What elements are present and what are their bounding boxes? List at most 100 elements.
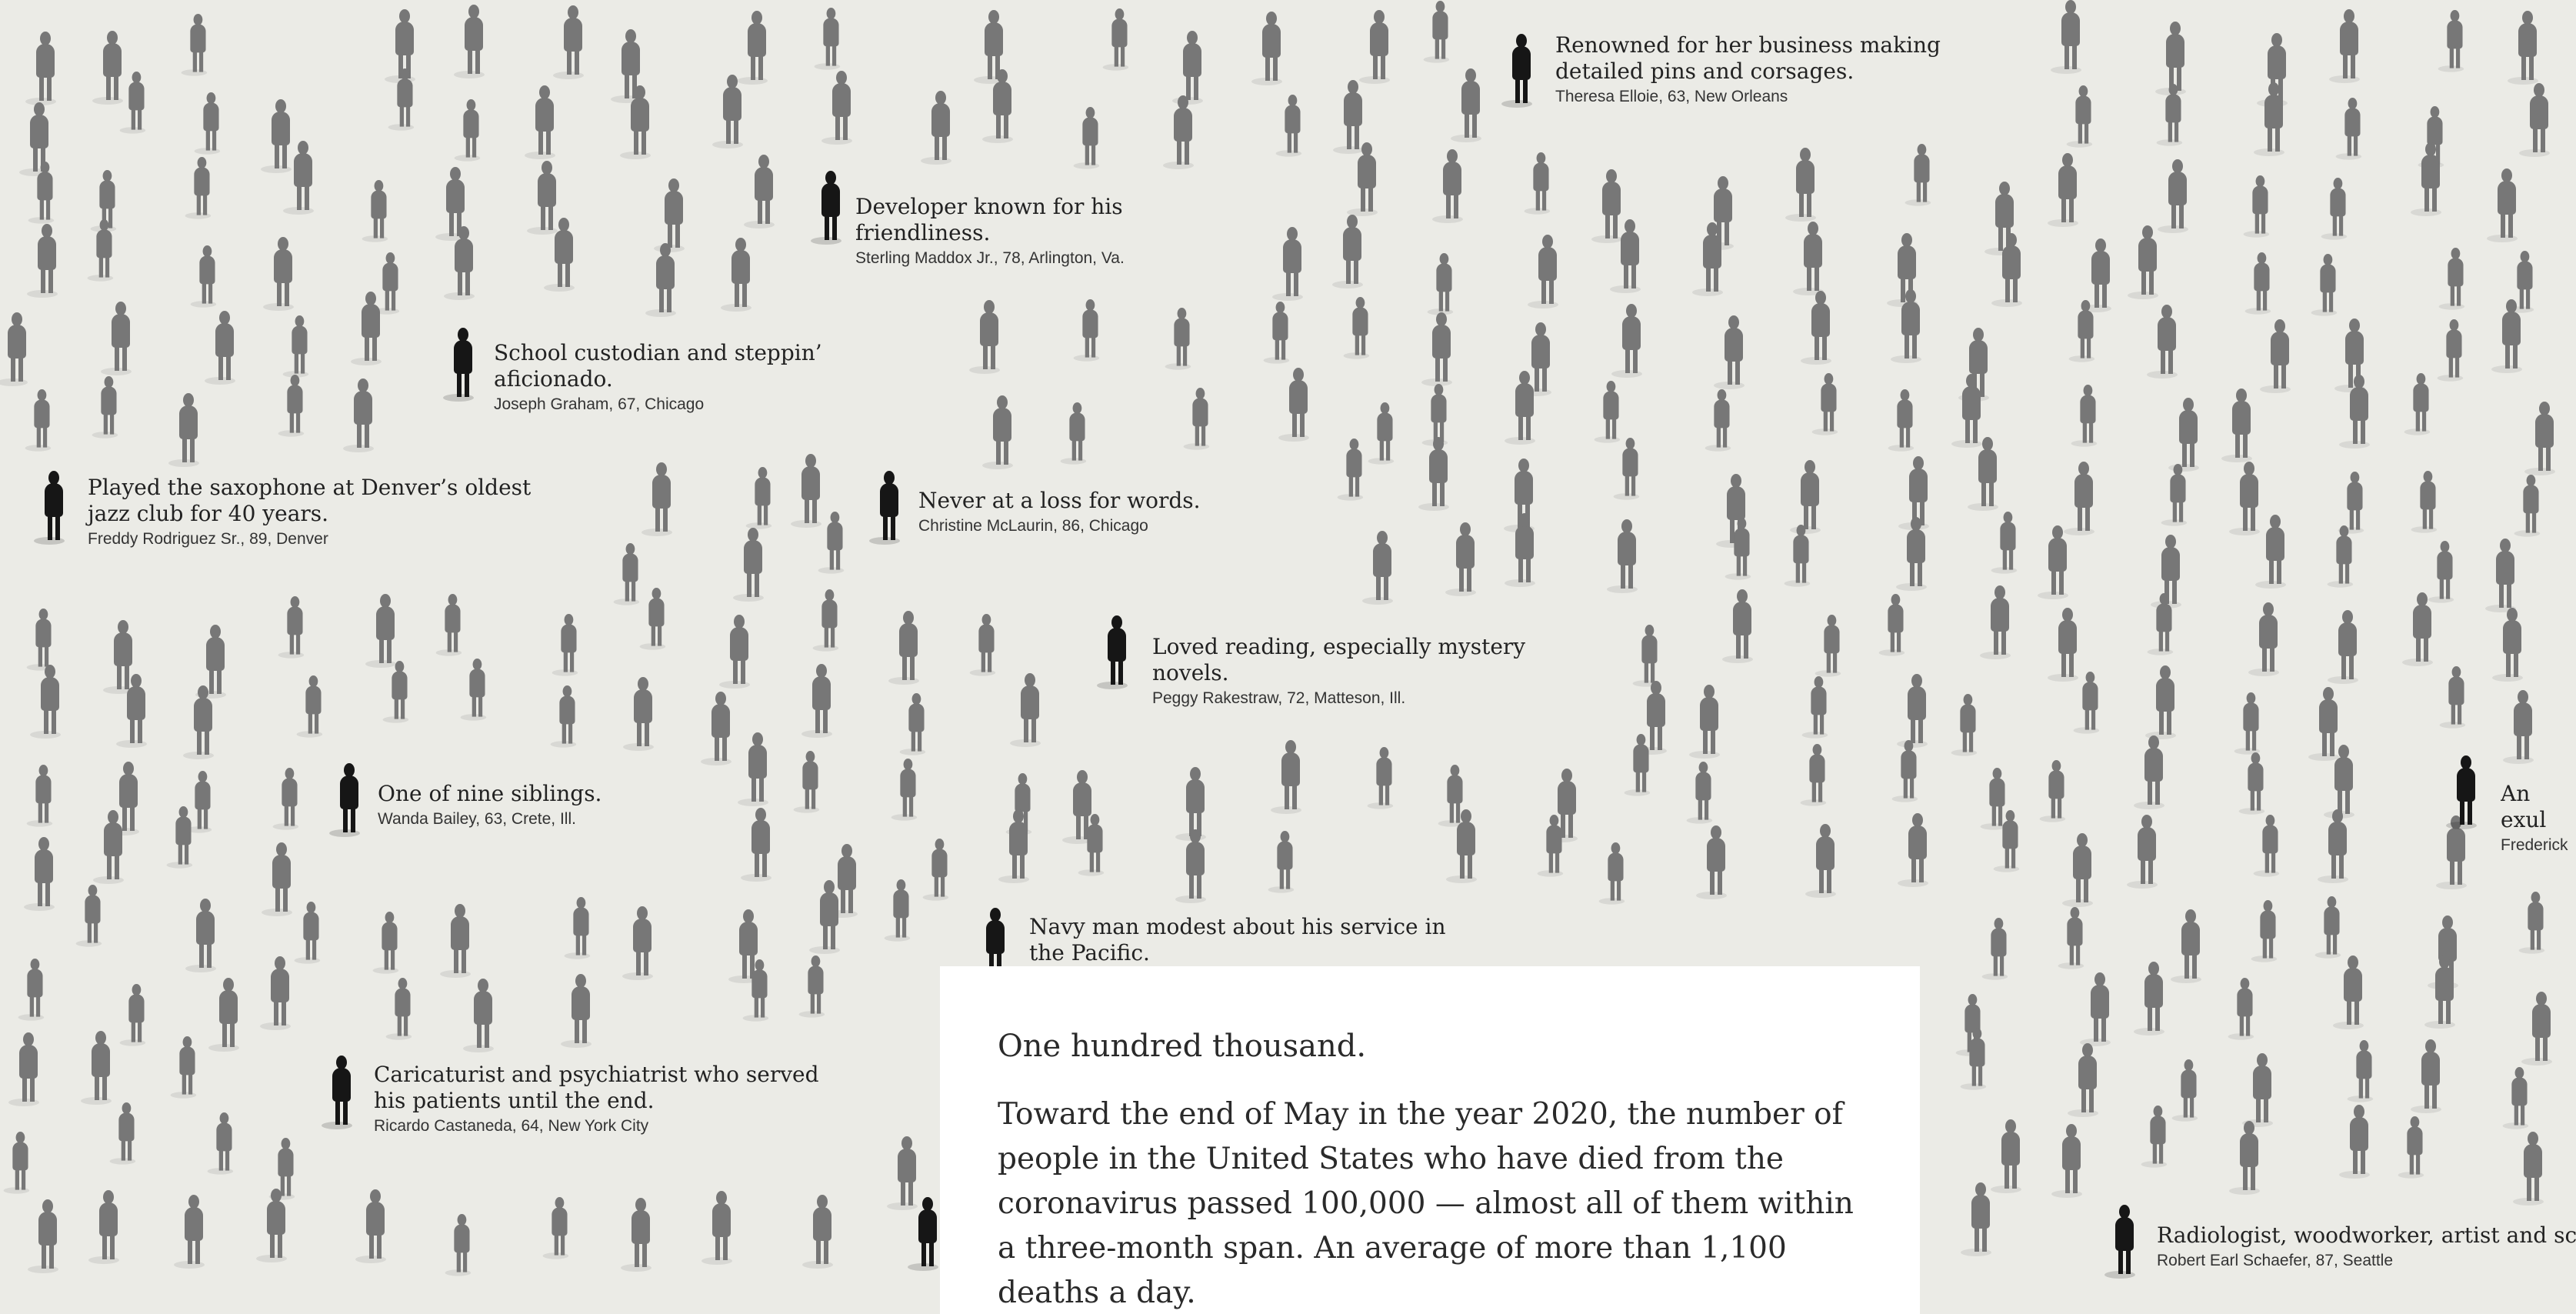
- person-figure: [2339, 1105, 2371, 1179]
- person-figure: [460, 659, 488, 721]
- person-figure: [2338, 472, 2365, 534]
- person-figure: [1980, 768, 2008, 830]
- person-figure: [2491, 299, 2524, 373]
- person-figure: [2424, 955, 2457, 1029]
- memorial-item[interactable]: Radiologist, woodworker, artist and scho…: [2157, 1222, 2576, 1271]
- person-figure: [1891, 289, 1923, 363]
- person-figure: [798, 955, 826, 1018]
- person-figure: [343, 379, 375, 452]
- highlighted-person-figure: [908, 1197, 940, 1271]
- memorial-description: Radiologist, woodworker, artist and scho…: [2157, 1222, 2576, 1248]
- person-figure: [2411, 1039, 2443, 1113]
- memorial-item[interactable]: An exul Frederick: [2501, 781, 2576, 855]
- memorial-description: Never at a loss for words.: [918, 488, 1201, 513]
- person-figure: [190, 245, 218, 308]
- person-figure: [899, 693, 927, 755]
- highlighted-person-figure: [329, 763, 362, 837]
- highlighted-person-figure: [811, 171, 843, 245]
- person-figure: [1175, 829, 1208, 903]
- person-figure: [2324, 745, 2356, 819]
- person-figure: [1960, 1028, 1988, 1090]
- person-figure: [1784, 525, 1811, 587]
- person-figure: [2254, 82, 2286, 156]
- person-figure: [1528, 235, 1560, 308]
- person-figure: [814, 8, 841, 70]
- person-figure: [2141, 1106, 2168, 1168]
- person-figure: [1359, 10, 1391, 84]
- memorial-item[interactable]: Never at a loss for words. Christine McL…: [918, 488, 1303, 536]
- person-figure: [1896, 517, 1928, 591]
- memorial-name-age-city: Ricardo Castaneda, 64, New York City: [374, 1117, 649, 1135]
- person-figure: [27, 224, 59, 298]
- person-figure: [1418, 437, 1451, 511]
- person-figure: [1705, 389, 1732, 452]
- person-figure: [645, 243, 678, 317]
- person-figure: [969, 614, 997, 676]
- person-figure: [1811, 373, 1839, 435]
- memorial-item[interactable]: Loved reading, especially mystery novels…: [1152, 634, 1598, 709]
- person-figure: [2134, 735, 2166, 809]
- person-figure: [385, 978, 413, 1040]
- person-figure: [2255, 515, 2288, 589]
- person-figure: [620, 85, 652, 159]
- memorial-item[interactable]: Navy man modest about his service in the…: [1029, 914, 1475, 969]
- person-figure: [81, 1031, 113, 1105]
- person-figure: [260, 956, 292, 1030]
- person-figure: [2328, 610, 2360, 684]
- person-figure: [92, 376, 119, 439]
- person-figure: [25, 389, 52, 452]
- memorial-name-age-city: Robert Earl Schaefer, 87, Seattle: [2157, 1252, 2394, 1269]
- person-figure: [268, 1138, 296, 1200]
- person-figure: [2158, 159, 2190, 233]
- person-figure: [1598, 842, 1626, 905]
- person-figure: [1451, 68, 1483, 142]
- person-figure: [2314, 896, 2342, 959]
- person-figure: [2147, 305, 2179, 379]
- memorial-item[interactable]: One of nine siblings. Wanda Bailey, 63, …: [378, 781, 708, 829]
- memorial-item[interactable]: School custodian and steppin’ aficionado…: [494, 340, 925, 415]
- person-figure: [701, 692, 733, 765]
- person-figure: [1163, 95, 1195, 169]
- person-figure: [542, 1197, 570, 1259]
- person-figure: [2402, 592, 2434, 666]
- person-figure: [195, 625, 228, 699]
- person-figure: [2228, 978, 2255, 1040]
- person-figure: [208, 978, 241, 1052]
- person-figure: [2339, 375, 2371, 449]
- person-figure: [622, 906, 655, 980]
- memorial-description: Renowned for her business making detaile…: [1555, 32, 1941, 84]
- memorial-item[interactable]: Developer known for his friendliness. St…: [855, 194, 1255, 268]
- person-figure: [87, 219, 115, 282]
- highlighted-person-figure: [1501, 34, 1534, 108]
- person-figure: [92, 31, 125, 105]
- person-figure: [801, 664, 834, 738]
- person-figure: [719, 615, 751, 689]
- person-figure: [998, 809, 1031, 883]
- person-figure: [2253, 815, 2281, 877]
- person-figure: [296, 675, 324, 738]
- person-figure: [1271, 740, 1303, 814]
- memorial-description: An exul: [2501, 781, 2547, 832]
- person-figure: [2066, 85, 2094, 148]
- person-figure: [1521, 322, 1553, 396]
- memorial-item[interactable]: Played the saxophone at Denver’s oldest …: [88, 475, 557, 549]
- person-figure: [2502, 1067, 2530, 1129]
- memorial-item[interactable]: Renowned for her business making detaile…: [1555, 32, 2017, 107]
- person-figure: [791, 454, 823, 528]
- person-figure: [108, 762, 141, 835]
- person-figure: [1805, 824, 1838, 898]
- person-figure: [1547, 769, 1579, 842]
- memorial-item[interactable]: Caricaturist and psychiatrist who served…: [374, 1062, 835, 1136]
- person-figure: [1278, 368, 1311, 442]
- person-figure: [28, 162, 55, 224]
- person-figure: [1367, 747, 1395, 809]
- person-figure: [28, 1199, 60, 1273]
- person-figure: [1073, 107, 1101, 169]
- person-figure: [185, 157, 212, 219]
- person-figure: [1692, 222, 1725, 296]
- person-figure: [544, 218, 576, 292]
- person-figure: [2318, 809, 2350, 883]
- person-figure: [802, 1195, 835, 1269]
- person-figure: [101, 302, 133, 375]
